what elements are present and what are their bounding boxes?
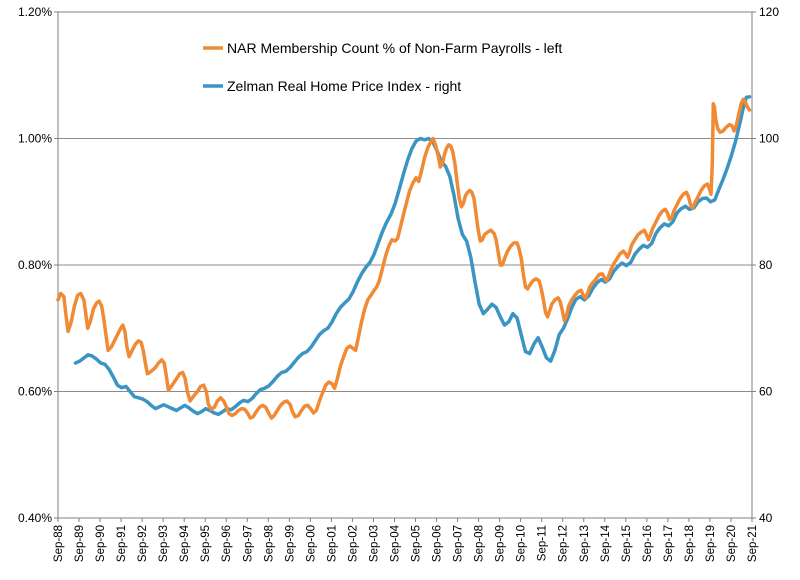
x-tick-label: Sep-91 bbox=[116, 525, 128, 562]
x-tick-label: Sep-96 bbox=[221, 525, 233, 562]
legend: NAR Membership Count % of Non-Farm Payro… bbox=[203, 40, 562, 94]
left-tick-label: 1.00% bbox=[18, 132, 52, 146]
x-axis: Sep-88 Sep-89 Sep-90 Sep-91 Sep-92 Sep-93 Sep-… bbox=[53, 518, 759, 562]
x-tick-label: Sep-17 bbox=[663, 525, 675, 562]
legend-label-zelman: Zelman Real Home Price Index - right bbox=[227, 78, 461, 94]
x-tick-label: Sep-94 bbox=[179, 524, 191, 562]
legend-label-nar: NAR Membership Count % of Non-Farm Payro… bbox=[227, 40, 562, 56]
left-tick-label: 0.80% bbox=[18, 258, 52, 272]
x-tick-label: Sep-02 bbox=[347, 525, 359, 562]
series-group bbox=[56, 95, 752, 420]
x-tick-label: Sep-88 bbox=[53, 525, 65, 562]
x-tick-label: Sep-90 bbox=[95, 525, 107, 562]
right-tick-label: 80 bbox=[759, 258, 773, 272]
x-tick-label: Sep-05 bbox=[411, 525, 423, 562]
x-tick-label: Sep-97 bbox=[242, 525, 254, 562]
series-line-nar bbox=[56, 97, 752, 420]
x-tick-label: Sep-13 bbox=[579, 525, 591, 562]
x-tick-label: Sep-04 bbox=[389, 524, 401, 562]
left-tick-label: 0.60% bbox=[18, 385, 52, 399]
x-tick-label: Sep-19 bbox=[705, 525, 717, 562]
x-tick-label: Sep-15 bbox=[621, 525, 633, 562]
x-tick-label: Sep-93 bbox=[158, 525, 170, 562]
x-tick-label: Sep-18 bbox=[684, 525, 696, 562]
x-tick-label: Sep-00 bbox=[305, 525, 317, 562]
right-tick-label: 100 bbox=[759, 132, 779, 146]
right-axis: 40 60 80 100 120 bbox=[752, 5, 779, 525]
x-tick-label: Sep-10 bbox=[516, 525, 528, 562]
x-tick-label: Sep-14 bbox=[600, 524, 612, 562]
x-tick-label: Sep-98 bbox=[263, 525, 275, 562]
x-tick-label: Sep-89 bbox=[74, 525, 86, 562]
left-tick-label: 1.20% bbox=[18, 5, 52, 19]
x-tick-label: Sep-92 bbox=[137, 525, 149, 562]
left-tick-label: 0.40% bbox=[18, 511, 52, 525]
right-tick-label: 120 bbox=[759, 5, 779, 19]
right-tick-label: 60 bbox=[759, 385, 773, 399]
series-line-zelman bbox=[73, 95, 752, 417]
gridlines bbox=[58, 138, 752, 392]
x-tick-label: Sep-99 bbox=[284, 525, 296, 562]
x-tick-label: Sep-01 bbox=[326, 525, 338, 562]
x-tick-label: Sep-11 bbox=[537, 525, 549, 561]
x-tick-label: Sep-16 bbox=[642, 525, 654, 562]
x-tick-label: Sep-08 bbox=[474, 525, 486, 562]
x-tick-label: Sep-06 bbox=[432, 525, 444, 562]
x-tick-label: Sep-95 bbox=[200, 525, 212, 562]
x-tick-label: Sep-09 bbox=[495, 525, 507, 562]
x-tick-label: Sep-21 bbox=[747, 525, 759, 562]
right-tick-label: 40 bbox=[759, 511, 773, 525]
x-tick-label: Sep-07 bbox=[453, 525, 465, 562]
left-axis: 0.40% 0.60% 0.80% 1.00% 1.20% bbox=[18, 5, 58, 525]
x-tick-label: Sep-20 bbox=[726, 525, 738, 562]
x-tick-label: Sep-12 bbox=[558, 525, 570, 562]
x-tick-label: Sep-03 bbox=[368, 525, 380, 562]
